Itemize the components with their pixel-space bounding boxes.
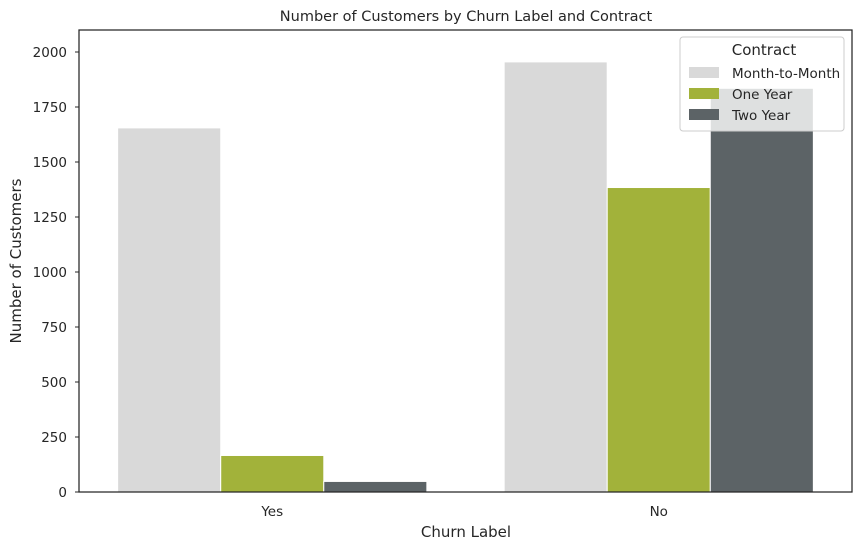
legend-box <box>679 36 845 132</box>
y-axis-ticks: 0 250 500 750 1000 1250 1500 1750 2000 <box>33 45 79 501</box>
legend-label: One Year <box>732 87 793 103</box>
y-tick-label: 1500 <box>33 155 67 171</box>
bar-no-one-year <box>606 187 711 493</box>
bar-yes-month-to-month <box>117 127 222 493</box>
bar-yes-one-year <box>220 454 325 493</box>
bar-no-month-to-month <box>503 61 608 493</box>
y-tick-label: 750 <box>41 320 67 336</box>
x-axis-ticks: Yes No <box>260 504 668 520</box>
x-axis-label: Churn Label <box>421 523 511 541</box>
y-tick-label: 500 <box>41 375 67 391</box>
bar-yes-two-year <box>323 480 428 493</box>
legend-swatch <box>689 109 719 120</box>
legend-swatch <box>689 88 719 99</box>
y-tick-label: 250 <box>41 430 67 446</box>
legend-items: Month-to-Month One Year Two Year <box>689 66 840 124</box>
y-tick-label: 1000 <box>33 265 67 281</box>
y-tick-label: 2000 <box>33 45 67 61</box>
x-tick-label: Yes <box>260 504 283 520</box>
legend: Contract Month-to-Month One Year Two Year <box>679 36 845 132</box>
bar-no-two-year <box>709 87 814 493</box>
y-tick-label: 1250 <box>33 210 67 226</box>
legend-label: Two Year <box>731 108 791 124</box>
plot-frame <box>78 29 853 493</box>
y-tick-label: 0 <box>58 485 67 501</box>
y-tick-label: 1750 <box>33 100 67 116</box>
y-axis-label: Number of Customers <box>7 178 25 343</box>
legend-label: Month-to-Month <box>732 66 840 82</box>
legend-swatch <box>689 67 719 78</box>
x-tick-label: No <box>650 504 668 520</box>
chart-title: Number of Customers by Churn Label and C… <box>280 9 653 25</box>
legend-title: Contract <box>732 41 797 59</box>
